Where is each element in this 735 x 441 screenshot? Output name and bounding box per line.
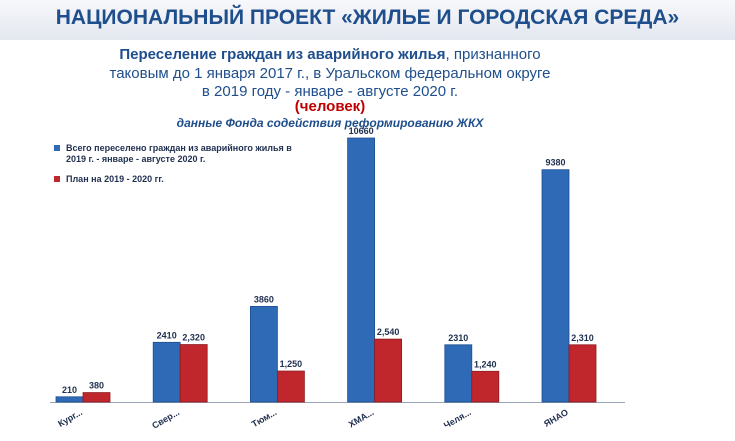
bar-chelyabinsk-total xyxy=(444,344,473,403)
header-banner: НАЦИОНАЛЬНЫЙ ПРОЕКТ «ЖИЛЬЕ И ГОРОДСКАЯ С… xyxy=(0,0,735,40)
data-label-yanao-total: 9380 xyxy=(545,158,565,168)
data-label-khmao-total: 10660 xyxy=(349,126,374,136)
data-label-sverdlovsk-plan: 2,320 xyxy=(182,333,205,343)
chart-unit: (человек) xyxy=(294,98,366,115)
bar-khmao-plan xyxy=(374,338,403,403)
data-label-sverdlovsk-total: 2410 xyxy=(157,330,177,340)
bar-sverdlovsk-total xyxy=(152,341,181,403)
bar-kurgan-plan xyxy=(82,392,111,403)
chart-title-line-3: в 2019 году - январе - августе 2020 г. xyxy=(201,83,459,100)
category-label-khmao: ХМА... xyxy=(347,407,376,429)
chart-title-bold: Переселение граждан из аварийного жилья xyxy=(119,46,446,63)
data-label-tyumen-total: 3860 xyxy=(254,294,274,304)
bar-khmao-total xyxy=(347,137,376,403)
data-label-kurgan-plan: 380 xyxy=(89,381,104,391)
data-label-yanao-plan: 2,310 xyxy=(571,333,594,343)
chart-legend: Всего переселено граждан из аварийного ж… xyxy=(54,143,294,194)
chart-title-rest: , признанного xyxy=(445,46,541,63)
legend-swatch-total xyxy=(54,145,60,151)
category-label-chelyabinsk: Челя... xyxy=(442,407,473,431)
category-label-yanao: ЯНАО xyxy=(542,407,570,429)
bar-kurgan-total xyxy=(55,396,84,403)
category-label-tyumen: Тюм... xyxy=(250,407,278,429)
page-title: НАЦИОНАЛЬНЫЙ ПРОЕКТ «ЖИЛЬЕ И ГОРОДСКАЯ С… xyxy=(55,6,680,29)
data-label-chelyabinsk-plan: 1,240 xyxy=(474,359,497,369)
data-label-khmao-plan: 2,540 xyxy=(377,327,400,337)
bar-tyumen-total xyxy=(249,306,278,403)
legend-item-plan: План на 2019 - 2020 гг. xyxy=(54,174,294,185)
legend-label-total: Всего переселено граждан из аварийного ж… xyxy=(66,143,292,164)
bar-sverdlovsk-plan xyxy=(179,344,208,403)
data-label-kurgan-total: 210 xyxy=(62,385,77,395)
category-label-kurgan: Кург... xyxy=(56,407,84,429)
chart-title-line-1: Переселение граждан из аварийного жилья,… xyxy=(80,45,580,64)
legend-label-plan: План на 2019 - 2020 гг. xyxy=(66,174,164,184)
bar-tyumen-plan xyxy=(276,370,305,403)
data-label-chelyabinsk-total: 2310 xyxy=(448,333,468,343)
chart-title-line-2: таковым до 1 января 2017 г., в Уральском… xyxy=(109,65,551,82)
legend-swatch-plan xyxy=(54,176,60,182)
bar-chelyabinsk-plan xyxy=(471,370,500,403)
legend-item-total: Всего переселено граждан из аварийного ж… xyxy=(54,143,294,165)
bar-yanao-total xyxy=(541,169,570,403)
data-label-tyumen-plan: 1,250 xyxy=(280,359,303,369)
category-label-sverdlovsk: Свер... xyxy=(150,407,181,431)
bar-yanao-plan xyxy=(568,344,597,403)
data-source: данные Фонда содействия реформированию Ж… xyxy=(176,116,484,130)
